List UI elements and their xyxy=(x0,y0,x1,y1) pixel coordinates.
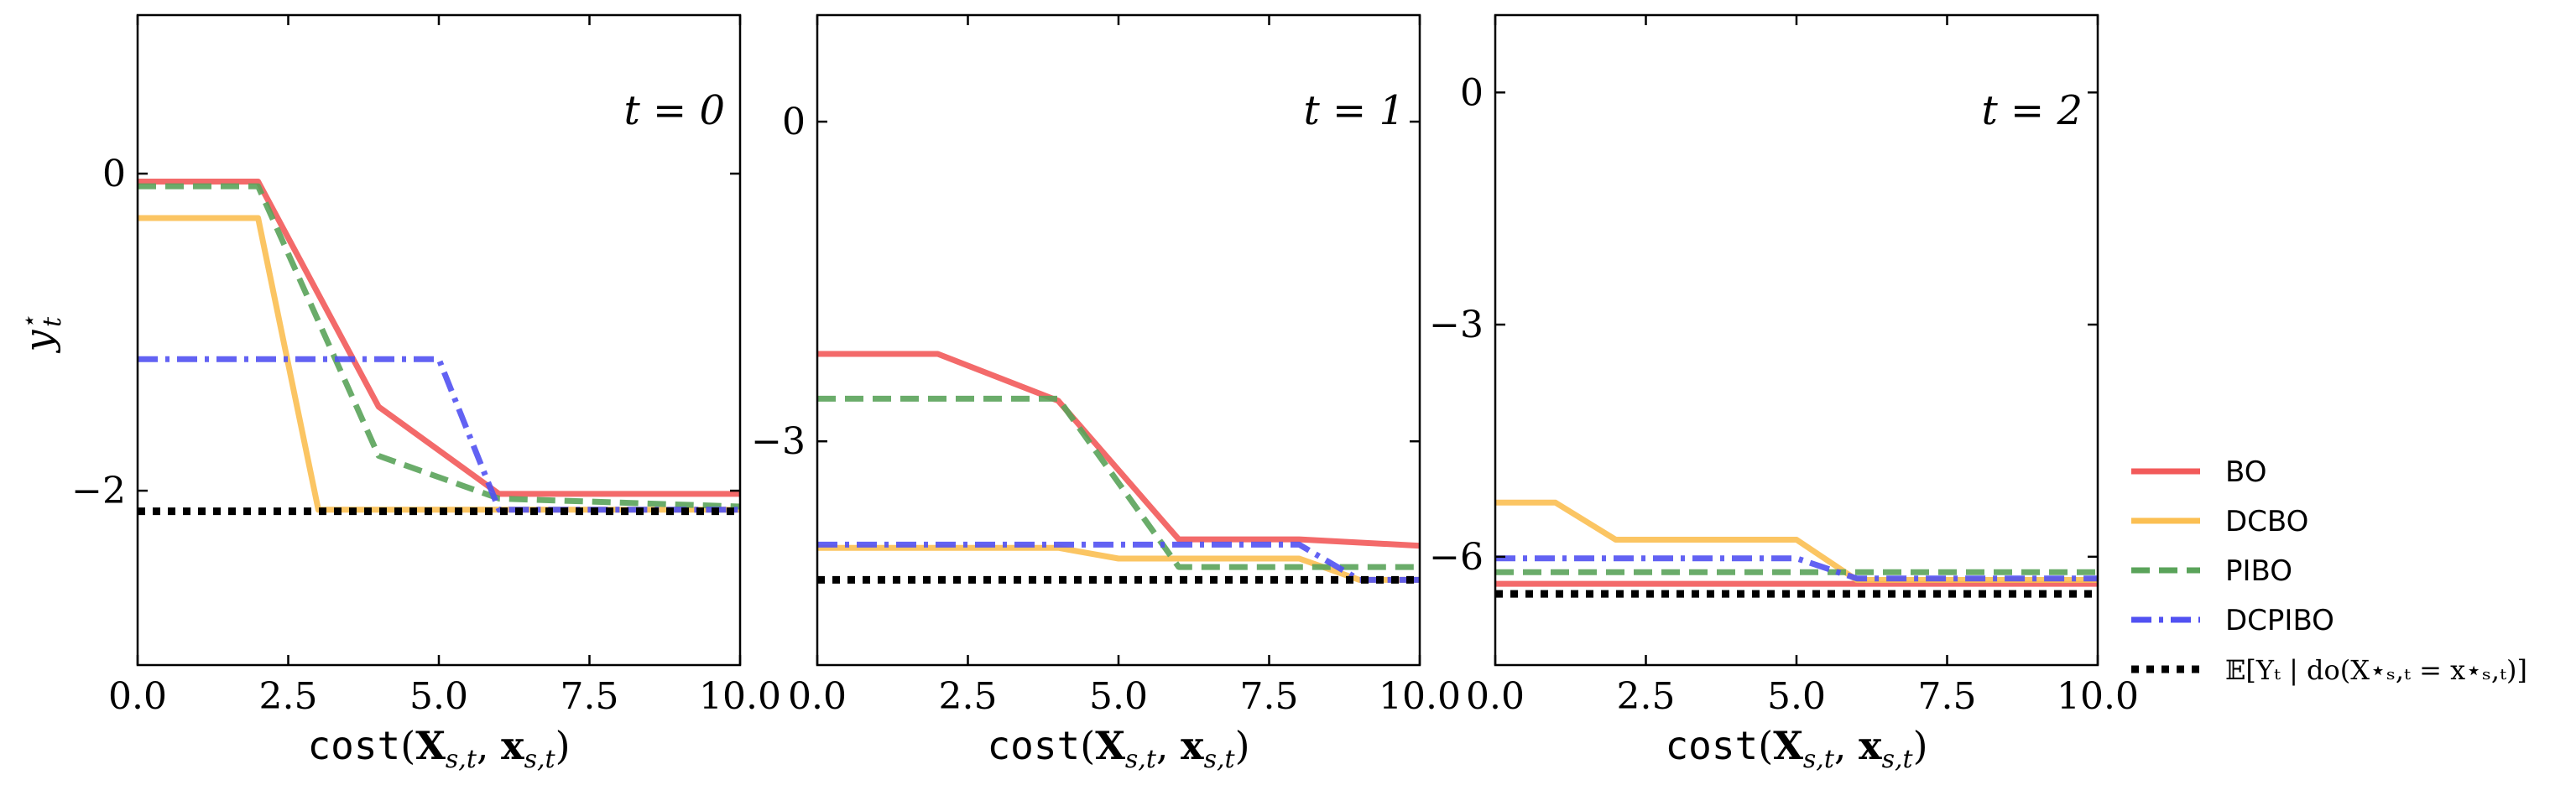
panel-time-label: t = 1 xyxy=(1303,87,1405,134)
x-tick-label: 0.0 xyxy=(108,675,167,718)
x-tick-label: 0.0 xyxy=(788,675,847,718)
y-tick-label: −3 xyxy=(1429,304,1484,346)
series-group xyxy=(817,351,1421,584)
x-tick-label: 7.5 xyxy=(561,675,619,718)
x-tick-label: 2.5 xyxy=(1617,675,1676,718)
series-line-dcpibo xyxy=(817,541,1420,583)
legend-label-4: 𝔼[Yₜ | do(X⋆ₛ,ₜ = x⋆ₛ,ₜ)] xyxy=(2225,654,2527,686)
legend-label-1: DCBO xyxy=(2225,505,2308,538)
series-line-dcbo xyxy=(138,215,740,513)
y-tick-label: 0 xyxy=(782,101,806,143)
series-group xyxy=(138,179,741,516)
series-line-bo xyxy=(138,179,740,497)
series-line-dcpibo xyxy=(138,356,740,513)
panel-2: 0.0 2.5 5.0 7.5 10.0 0 −3 −6 t = 2 cost(Xs,t, xs,… xyxy=(1429,13,2139,774)
x-tick-label: 5.0 xyxy=(1089,675,1148,718)
x-tick-label: 7.5 xyxy=(1918,675,1977,718)
x-tick-label: 2.5 xyxy=(259,675,318,718)
y-tick-label: −2 xyxy=(71,470,126,512)
x-tick-label: 10.0 xyxy=(1379,675,1461,718)
x-tick-label: 5.0 xyxy=(1767,675,1826,718)
series-line-bo xyxy=(817,351,1421,549)
legend-label-2: PIBO xyxy=(2225,554,2292,588)
x-tick-label: 0.0 xyxy=(1466,675,1525,718)
y-tick-label: 0 xyxy=(102,153,126,195)
y-axis-title: y⋆t xyxy=(15,315,67,354)
y-tick-label: 0 xyxy=(1460,71,1484,114)
legend-label-0: BO xyxy=(2225,455,2267,489)
x-axis-title: cost(Xs,t, xs,t) xyxy=(987,723,1249,774)
panel-time-label: t = 0 xyxy=(623,87,725,134)
series-line-pibo xyxy=(817,395,1420,570)
y-tick-label: −6 xyxy=(1429,536,1484,579)
x-tick-label: 7.5 xyxy=(1240,675,1299,718)
series-line-dcpibo xyxy=(1495,555,2098,582)
x-tick-label: 10.0 xyxy=(699,675,781,718)
series-line-dcbo xyxy=(1495,499,2098,583)
series-line-pibo xyxy=(138,183,741,510)
panel-1: 0.0 2.5 5.0 7.5 10.0 0 −3 t = 1 cost(Xs,t, xs,t) xyxy=(751,13,1461,774)
x-tick-label: 10.0 xyxy=(2057,675,2139,718)
y-tick-label: −3 xyxy=(751,420,806,463)
x-tick-label: 5.0 xyxy=(409,675,468,718)
legend: BO DCBO PIBO DCPIBO 𝔼[Yₜ | do(X⋆ₛ,ₜ = x⋆ₛ,ₜ)… xyxy=(2131,455,2527,686)
panel-time-label: t = 2 xyxy=(1981,87,2083,134)
panel-0: 0.0 2.5 5.0 7.5 10.0 0 −2 t = 0 cost(Xs,t, xs,t)… xyxy=(15,13,781,774)
series-group xyxy=(1495,499,2098,598)
x-axis-title: cost(Xs,t, xs,t) xyxy=(307,723,570,774)
legend-label-3: DCPIBO xyxy=(2225,604,2334,637)
x-axis-title: cost(Xs,t, xs,t) xyxy=(1665,723,1927,774)
x-tick-label: 2.5 xyxy=(939,675,998,718)
